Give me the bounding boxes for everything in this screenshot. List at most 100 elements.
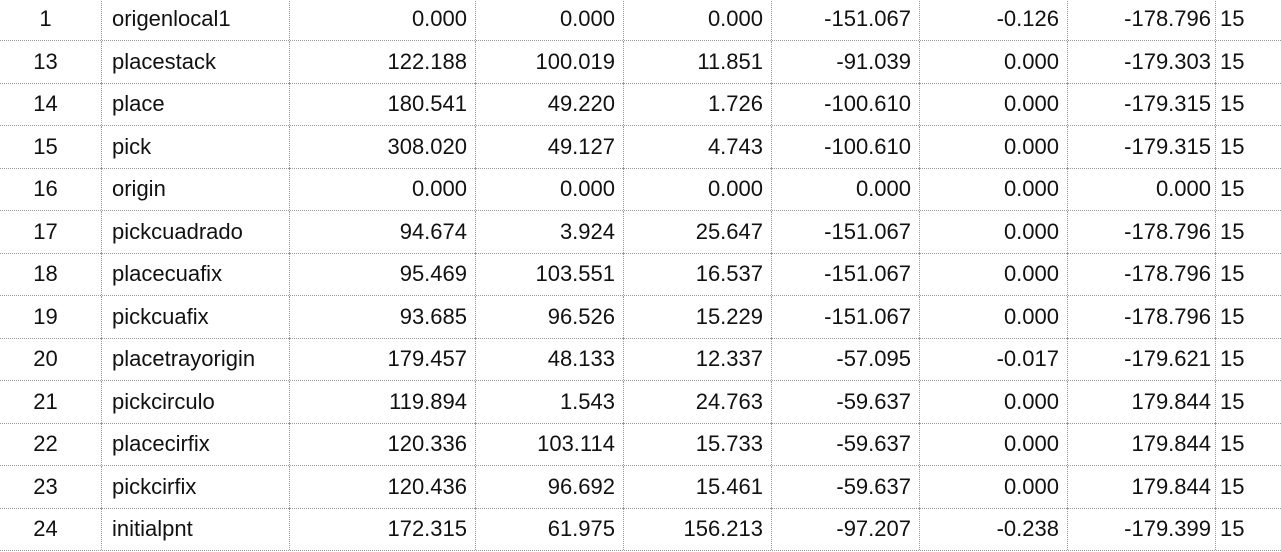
ry-value-cell[interactable]: -0.126 — [920, 0, 1068, 40]
y-value-cell[interactable]: 96.526 — [476, 295, 624, 338]
config-value-cell[interactable]: 15 — [1220, 48, 1245, 74]
x-value-cell[interactable]: 95.469 — [290, 253, 476, 295]
point-name-cell[interactable]: pickcuadrado — [102, 210, 290, 253]
row-index-cell[interactable]: 1 — [0, 0, 102, 40]
x-value-cell[interactable]: 120.436 — [290, 465, 476, 508]
table-row[interactable]: 18 placecuafix 95.469 103.551 16.537 -151.067… — [0, 253, 1281, 296]
rz-value-cell[interactable]: 179.844 — [1068, 465, 1216, 508]
rz-value-cell[interactable]: -179.303 — [1068, 40, 1216, 83]
y-value-cell[interactable]: 1.543 — [476, 380, 624, 423]
row-index-cell[interactable]: 13 — [0, 40, 102, 83]
y-value-cell[interactable]: 96.692 — [476, 465, 624, 508]
rx-value-cell[interactable]: -59.637 — [772, 423, 920, 465]
y-value-cell[interactable]: 49.127 — [476, 125, 624, 168]
rz-value-cell[interactable]: -178.796 — [1068, 0, 1216, 40]
z-value-cell[interactable]: 25.647 — [624, 210, 772, 253]
z-value-cell[interactable]: 15.229 — [624, 295, 772, 338]
x-value-cell[interactable]: 0.000 — [290, 0, 476, 40]
y-value-cell[interactable]: 0.000 — [476, 0, 624, 40]
point-name-cell[interactable]: initialpnt — [102, 508, 290, 550]
point-name-cell[interactable]: pickcirculo — [102, 380, 290, 423]
z-value-cell[interactable]: 16.537 — [624, 253, 772, 295]
x-value-cell[interactable]: 122.188 — [290, 40, 476, 83]
rx-value-cell[interactable]: -59.637 — [772, 465, 920, 508]
config-value-cell[interactable]: 15 — [1220, 261, 1245, 286]
config-value-cell[interactable]: 15 — [1220, 303, 1245, 329]
rz-value-cell[interactable]: -179.621 — [1068, 338, 1216, 380]
point-name-cell[interactable]: pickcirfix — [102, 465, 290, 508]
table-row[interactable]: 16 origin 0.000 0.000 0.000 0.000 0.000 0.000 15 — [0, 168, 1281, 211]
table-row[interactable]: 17 pickcuadrado 94.674 3.924 25.647 -151.067 0… — [0, 210, 1281, 254]
ry-value-cell[interactable]: 0.000 — [920, 465, 1068, 508]
point-name-cell[interactable]: origenlocal1 — [102, 0, 290, 40]
rx-value-cell[interactable]: -151.067 — [772, 0, 920, 40]
point-name-cell[interactable]: pick — [102, 125, 290, 168]
point-name-cell[interactable]: pickcuafix — [102, 295, 290, 338]
point-name-cell[interactable]: placestack — [102, 40, 290, 83]
config-value-cell[interactable]: 15 — [1220, 346, 1245, 371]
y-value-cell[interactable]: 100.019 — [476, 40, 624, 83]
table-row[interactable]: 22 placecirfix 120.336 103.114 15.733 -59.637… — [0, 423, 1281, 466]
rz-value-cell[interactable]: -179.315 — [1068, 125, 1216, 168]
z-value-cell[interactable]: 0.000 — [624, 168, 772, 210]
ry-value-cell[interactable]: 0.000 — [920, 125, 1068, 168]
config-value-cell[interactable]: 15 — [1220, 473, 1245, 499]
ry-value-cell[interactable]: 0.000 — [920, 380, 1068, 423]
rz-value-cell[interactable]: -179.315 — [1068, 83, 1216, 125]
x-value-cell[interactable]: 0.000 — [290, 168, 476, 210]
config-value-cell[interactable]: 15 — [1220, 218, 1245, 244]
table-row[interactable]: 15 pick 308.020 49.127 4.743 -100.610 0.000 -17… — [0, 125, 1281, 169]
rz-value-cell[interactable]: -178.796 — [1068, 253, 1216, 295]
z-value-cell[interactable]: 12.337 — [624, 338, 772, 380]
rz-value-cell[interactable]: 179.844 — [1068, 423, 1216, 465]
z-value-cell[interactable]: 11.851 — [624, 40, 772, 83]
table-row[interactable]: 21 pickcirculo 119.894 1.543 24.763 -59.637 0.… — [0, 380, 1281, 424]
row-index-cell[interactable]: 16 — [0, 168, 102, 210]
row-index-cell[interactable]: 19 — [0, 295, 102, 338]
rx-value-cell[interactable]: -151.067 — [772, 253, 920, 295]
y-value-cell[interactable]: 49.220 — [476, 83, 624, 125]
table-row[interactable]: 19 pickcuafix 93.685 96.526 15.229 -151.067 0.… — [0, 295, 1281, 339]
y-value-cell[interactable]: 103.114 — [476, 423, 624, 465]
z-value-cell[interactable]: 0.000 — [624, 0, 772, 40]
row-index-cell[interactable]: 23 — [0, 465, 102, 508]
table-row[interactable]: 1 origenlocal1 0.000 0.000 0.000 -151.067 -0.1… — [0, 0, 1281, 41]
x-value-cell[interactable]: 179.457 — [290, 338, 476, 380]
rx-value-cell[interactable]: -151.067 — [772, 210, 920, 253]
point-name-cell[interactable]: place — [102, 83, 290, 125]
ry-value-cell[interactable]: 0.000 — [920, 253, 1068, 295]
ry-value-cell[interactable]: 0.000 — [920, 423, 1068, 465]
rz-value-cell[interactable]: 179.844 — [1068, 380, 1216, 423]
ry-value-cell[interactable]: 0.000 — [920, 168, 1068, 210]
rz-value-cell[interactable]: 0.000 — [1068, 168, 1216, 210]
rx-value-cell[interactable]: -151.067 — [772, 295, 920, 338]
y-value-cell[interactable]: 3.924 — [476, 210, 624, 253]
rx-value-cell[interactable]: -59.637 — [772, 380, 920, 423]
z-value-cell[interactable]: 1.726 — [624, 83, 772, 125]
table-row[interactable]: 23 pickcirfix 120.436 96.692 15.461 -59.637 0.… — [0, 465, 1281, 509]
config-value-cell[interactable]: 15 — [1220, 6, 1245, 31]
config-value-cell[interactable]: 15 — [1220, 516, 1245, 541]
z-value-cell[interactable]: 4.743 — [624, 125, 772, 168]
ry-value-cell[interactable]: 0.000 — [920, 40, 1068, 83]
row-index-cell[interactable]: 14 — [0, 83, 102, 125]
row-index-cell[interactable]: 24 — [0, 508, 102, 550]
table-row[interactable]: 13 placestack 122.188 100.019 11.851 -91.039 0… — [0, 40, 1281, 84]
row-index-cell[interactable]: 17 — [0, 210, 102, 253]
ry-value-cell[interactable]: 0.000 — [920, 83, 1068, 125]
x-value-cell[interactable]: 308.020 — [290, 125, 476, 168]
x-value-cell[interactable]: 120.336 — [290, 423, 476, 465]
config-value-cell[interactable]: 15 — [1220, 176, 1245, 201]
x-value-cell[interactable]: 180.541 — [290, 83, 476, 125]
x-value-cell[interactable]: 172.315 — [290, 508, 476, 550]
rz-value-cell[interactable]: -178.796 — [1068, 295, 1216, 338]
ry-value-cell[interactable]: 0.000 — [920, 210, 1068, 253]
ry-value-cell[interactable]: -0.017 — [920, 338, 1068, 380]
rz-value-cell[interactable]: -179.399 — [1068, 508, 1216, 550]
rx-value-cell[interactable]: 0.000 — [772, 168, 920, 210]
config-value-cell[interactable]: 15 — [1220, 133, 1245, 159]
y-value-cell[interactable]: 48.133 — [476, 338, 624, 380]
z-value-cell[interactable]: 15.733 — [624, 423, 772, 465]
rx-value-cell[interactable]: -57.095 — [772, 338, 920, 380]
point-name-cell[interactable]: placetrayorigin — [102, 338, 290, 380]
